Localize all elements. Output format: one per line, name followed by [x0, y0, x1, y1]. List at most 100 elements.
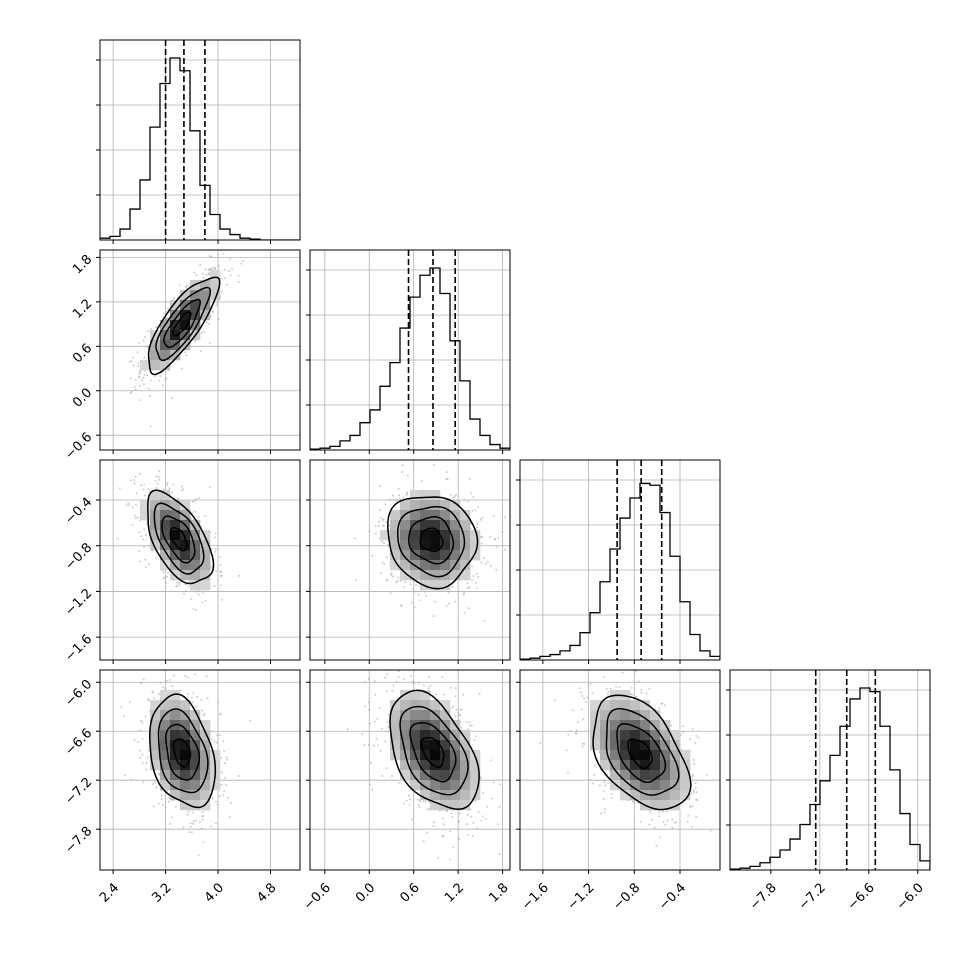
density-cell-3-1 — [440, 700, 451, 711]
scatter-point-2-1 — [471, 509, 474, 512]
scatter-point-1-0 — [132, 364, 135, 367]
density-cell-2-0 — [190, 530, 201, 541]
histogram-step-3 — [730, 687, 930, 870]
panel-frame-2-1 — [309, 459, 511, 661]
scatter-point-1-0 — [141, 379, 144, 382]
density-cell-2-1 — [430, 490, 441, 501]
scatter-point-3-0 — [141, 753, 144, 756]
density-cell-3-1 — [420, 690, 431, 701]
scatter-point-3-1 — [474, 879, 476, 881]
density-cell-3-2 — [660, 770, 671, 781]
contour-1-0-0 — [171, 311, 192, 337]
scatter-point-2-1 — [381, 561, 384, 564]
scatter-point-2-1 — [410, 601, 413, 604]
scatter-point-3-1 — [381, 774, 384, 777]
scatter-point-3-0 — [130, 778, 133, 781]
scatter-point-3-2 — [705, 773, 708, 776]
scatter-point-1-0 — [208, 322, 210, 325]
scatter-point-1-0 — [130, 360, 133, 363]
scatter-point-1-0 — [167, 307, 170, 310]
density-cell-3-1 — [410, 690, 421, 701]
scatter-point-3-0 — [216, 803, 219, 806]
scatter-point-3-0 — [153, 697, 156, 700]
scatter-point-3-2 — [607, 782, 610, 785]
density-cell-3-1 — [430, 750, 441, 761]
scatter-point-3-1 — [466, 728, 469, 731]
scatter-point-1-0 — [228, 258, 231, 261]
density-cell-3-1 — [430, 770, 441, 781]
scatter-point-2-0 — [162, 577, 165, 580]
scatter-point-1-0 — [142, 376, 145, 379]
scatter-point-3-0 — [190, 696, 193, 699]
scatter-point-3-2 — [637, 680, 640, 683]
scatter-point-3-0 — [223, 762, 226, 765]
density-cell-2-0 — [180, 510, 191, 521]
density-cell-3-2 — [610, 700, 621, 711]
density-cell-3-2 — [670, 790, 681, 801]
density-cell-2-0 — [200, 580, 211, 591]
density-cell-2-1 — [390, 510, 401, 521]
scatter-point-3-2 — [691, 728, 694, 731]
scatter-point-3-0 — [222, 740, 225, 743]
density-cell-3-0 — [150, 760, 161, 771]
density-cell-3-0 — [200, 780, 211, 791]
xtick-label-0-2: 4.0 — [202, 880, 227, 905]
density-cell-3-1 — [450, 790, 461, 801]
scatter-point-3-2 — [640, 820, 643, 823]
scatter-point-3-2 — [675, 821, 678, 824]
scatter-point-3-1 — [486, 805, 489, 808]
scatter-point-3-1 — [462, 693, 465, 696]
density-cell-3-1 — [410, 760, 421, 771]
ytick-label-3-0: −7.8 — [62, 824, 95, 857]
scatter-point-3-1 — [455, 708, 458, 711]
scatter-point-2-1 — [374, 525, 377, 527]
scatter-point-1-0 — [200, 332, 203, 335]
density-cell-3-1 — [390, 730, 401, 741]
density-cell-3-2 — [680, 770, 691, 781]
scatter-point-3-1 — [409, 798, 412, 801]
scatter-point-2-0 — [190, 598, 193, 601]
histogram-panel-3: −7.8 −7.2 −6.6 −6.0 — [726, 669, 931, 913]
density-cell-3-0 — [170, 690, 181, 701]
scatter-point-3-2 — [687, 814, 690, 817]
ytick-label-1-4: 1.8 — [70, 252, 95, 277]
scatter-point-3-1 — [384, 740, 386, 743]
scatter-point-2-0 — [156, 482, 159, 485]
scatter-point-3-2 — [581, 745, 584, 748]
density-cell-2-1 — [420, 510, 431, 521]
density-cell-2-1 — [410, 500, 421, 511]
density-cell-2-0 — [160, 500, 171, 511]
scatter-point-3-0 — [142, 781, 145, 784]
scatter-point-1-0 — [209, 268, 212, 271]
scatter-point-3-0 — [141, 722, 144, 725]
scatter-point-2-0 — [208, 486, 211, 489]
scatter-point-3-1 — [470, 724, 473, 727]
scatter-point-2-1 — [398, 494, 401, 497]
density-cell-1-0 — [170, 310, 181, 321]
density-cell-3-1 — [450, 800, 461, 811]
scatter-point-3-2 — [691, 805, 694, 808]
scatter-point-2-1 — [383, 563, 386, 566]
scatter-point-3-0 — [186, 813, 189, 816]
scatter-point-1-0 — [133, 385, 136, 388]
density-cell-3-0 — [200, 730, 211, 741]
scatter-point-3-2 — [575, 729, 578, 732]
scatter-point-3-0 — [140, 719, 143, 722]
density-cell-3-2 — [660, 730, 671, 741]
density-cell-2-1 — [430, 540, 441, 551]
density-cell-1-0 — [150, 350, 161, 361]
scatter-point-2-1 — [489, 565, 492, 568]
scatter-point-3-2 — [651, 818, 654, 821]
density-cell-2-1 — [460, 560, 471, 571]
scatter-point-3-1 — [437, 857, 440, 860]
scatter-point-3-1 — [434, 693, 437, 696]
scatter-point-3-2 — [691, 774, 694, 776]
scatter-point-3-1 — [382, 651, 384, 653]
density-cell-3-2 — [600, 710, 611, 721]
scatter-point-3-1 — [373, 680, 376, 683]
scatter-point-3-0 — [147, 698, 150, 701]
scatter-point-3-0 — [197, 854, 200, 857]
scatter-point-2-0 — [166, 481, 169, 484]
panel-frame-3-2 — [519, 669, 721, 871]
density-cell-3-2 — [590, 700, 601, 711]
